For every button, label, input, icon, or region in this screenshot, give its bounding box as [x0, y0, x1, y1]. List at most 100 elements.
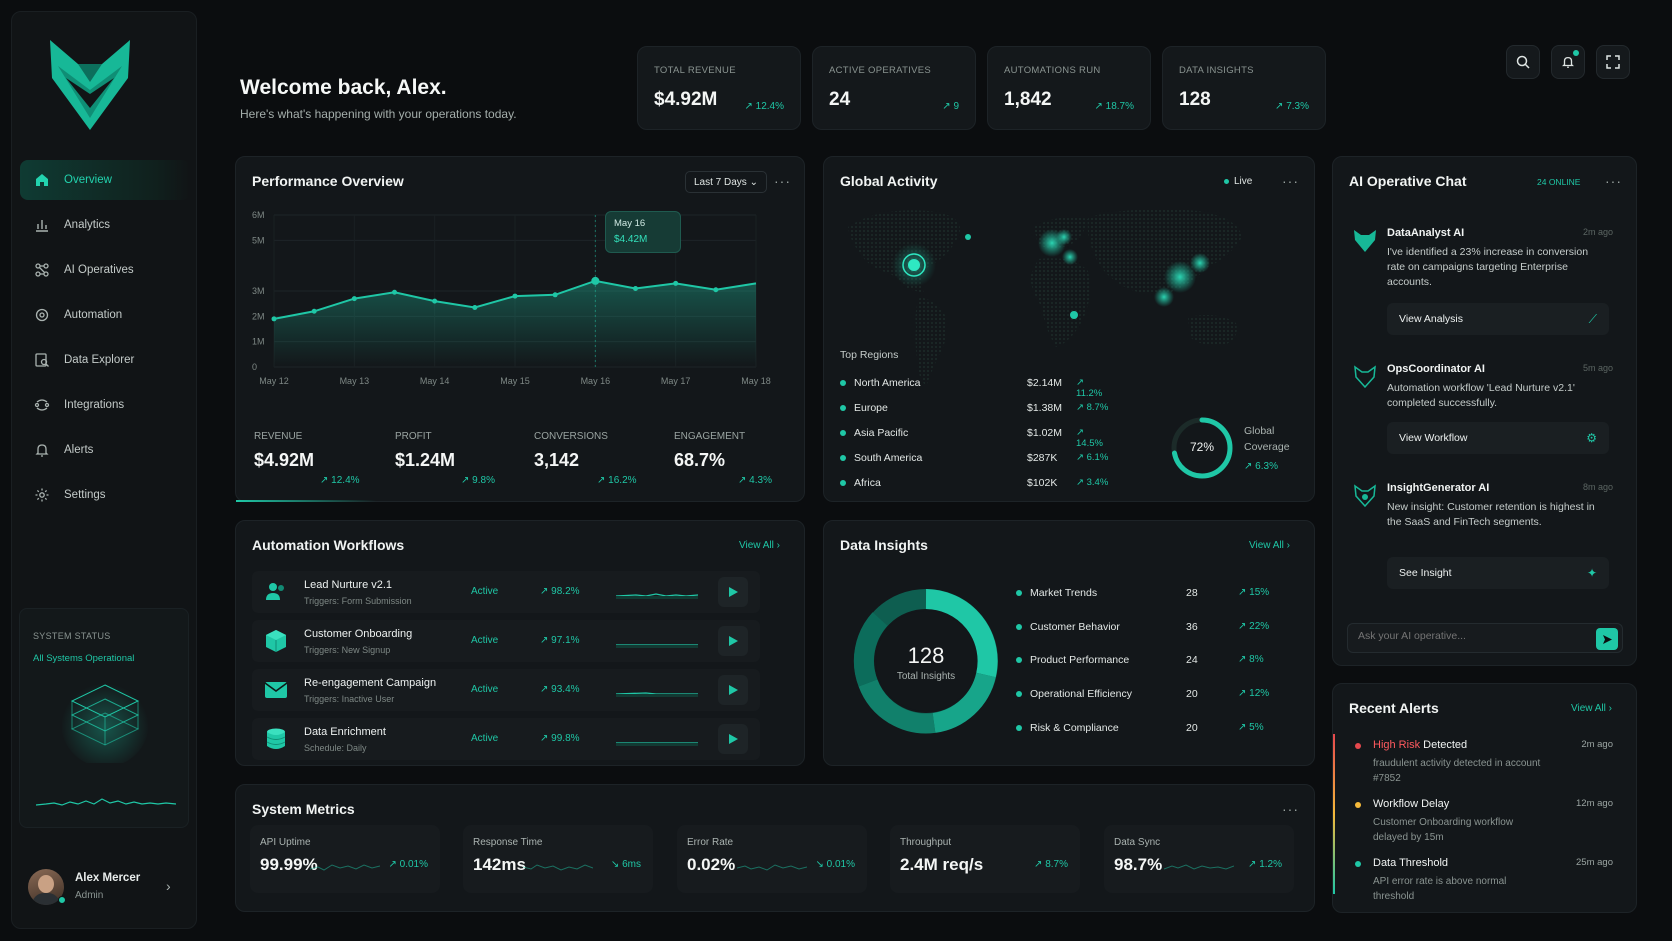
workflow-row[interactable]: Lead Nurture v2.1 Triggers: Form Submissi…: [252, 571, 760, 613]
region-row: Africa $102K ↗ 3.4%: [840, 477, 1110, 493]
fox-logo-icon[interactable]: [48, 38, 132, 132]
insight-row[interactable]: Market Trends 28 ↗ 15%: [1016, 587, 1274, 603]
workflow-sparkline: [616, 593, 698, 599]
trend-chart-icon: ⟋: [1588, 312, 1597, 326]
cube-icon: [266, 630, 286, 652]
search-button[interactable]: [1506, 45, 1540, 79]
insights-donut-chart: [853, 589, 998, 734]
status-label: Active: [471, 635, 499, 646]
data-point: [673, 280, 679, 286]
insight-row[interactable]: Risk & Compliance 20 ↗ 5%: [1016, 722, 1274, 738]
y-tick-label: 3M: [252, 286, 265, 296]
see-insight-button[interactable]: See Insight ✦: [1387, 557, 1609, 589]
stat-total-revenue: TOTAL REVENUE $4.92M ↗ 12.4%: [637, 46, 801, 130]
send-icon: [1602, 634, 1612, 644]
sidebar-item-integrations[interactable]: Integrations: [20, 385, 190, 425]
more-options-icon[interactable]: ···: [1605, 173, 1622, 189]
view-analysis-button[interactable]: View Analysis ⟋: [1387, 303, 1609, 335]
alert-timeline: [1333, 734, 1335, 894]
ops-avatar-icon: [1354, 365, 1376, 389]
sidebar-item-label: AI Operatives: [64, 264, 134, 276]
send-button[interactable]: [1596, 628, 1618, 650]
users-icon: [266, 583, 284, 600]
system-status-value: All Systems Operational: [33, 653, 135, 664]
x-tick-label: May 14: [420, 376, 450, 386]
region-row: North America $2.14M ↗ 11.2%: [840, 377, 1110, 399]
panel-underline: [236, 500, 376, 502]
metric-sparkline: [310, 864, 380, 871]
data-point: [351, 296, 357, 302]
bell-icon: [35, 444, 49, 457]
data-insights-panel: Data Insights View All › 128 Total Insig…: [823, 520, 1315, 766]
sidebar-item-overview[interactable]: Overview: [20, 160, 190, 200]
bell-icon: [1562, 56, 1574, 68]
view-workflow-button[interactable]: View Workflow ⚙: [1387, 422, 1609, 454]
online-count: 24 ONLINE: [1537, 177, 1581, 187]
chat-input-container: [1347, 623, 1623, 653]
sidebar-item-settings[interactable]: Settings: [20, 475, 190, 515]
more-options-icon[interactable]: ···: [1282, 801, 1299, 817]
tooltip-value: $4.42M: [614, 234, 648, 245]
performance-overview-panel: Performance Overview Last 7 Days ⌄ ··· 0…: [235, 156, 805, 502]
more-options-icon[interactable]: ···: [774, 173, 791, 189]
home-icon: [36, 174, 48, 186]
insight-row[interactable]: Operational Efficiency 20 ↗ 12%: [1016, 688, 1274, 704]
alert-item[interactable]: Data Threshold 25m ago API error rate is…: [1349, 857, 1613, 907]
y-tick-label: 2M: [252, 311, 265, 321]
view-all-link[interactable]: View All ›: [1249, 540, 1290, 551]
run-workflow-button[interactable]: [718, 626, 748, 656]
y-tick-label: 5M: [252, 235, 265, 245]
sidebar-item-analytics[interactable]: Analytics: [20, 205, 190, 245]
view-all-link[interactable]: View All ›: [739, 540, 780, 551]
workflow-row[interactable]: Customer Onboarding Triggers: New Signup …: [252, 620, 760, 662]
sidebar-item-automation[interactable]: Automation: [20, 295, 190, 335]
success-rate: ↗ 98.2%: [540, 586, 580, 597]
date-range-dropdown[interactable]: Last 7 Days ⌄: [685, 171, 767, 193]
x-tick-label: May 17: [661, 376, 691, 386]
user-name: Alex Mercer: [75, 872, 141, 884]
integrations-icon: [34, 399, 50, 411]
notifications-button[interactable]: [1551, 45, 1585, 79]
data-point: [311, 308, 317, 314]
status-label: Active: [471, 733, 499, 744]
more-options-icon[interactable]: ···: [1282, 173, 1299, 189]
chat-input[interactable]: [1358, 630, 1578, 642]
insight-row[interactable]: Customer Behavior 36 ↗ 22%: [1016, 621, 1274, 637]
x-tick-label: May 12: [259, 376, 289, 386]
metric-throughput: Throughput 2.4M req/s ↗ 8.7%: [890, 825, 1080, 893]
run-workflow-button[interactable]: [718, 675, 748, 705]
system-metrics-panel: System Metrics ··· API Uptime 99.99% ↗ 0.…: [235, 784, 1315, 912]
tooltip-date: May 16: [614, 218, 646, 229]
run-workflow-button[interactable]: [718, 577, 748, 607]
alert-item[interactable]: High Risk Detected 2m ago fraudulent act…: [1349, 739, 1613, 789]
sidebar-item-ai-operatives[interactable]: AI Operatives: [20, 250, 190, 290]
performance-line-chart: 0 1M 2M 3M 5M 6M May 12 May 13 May 14 May 15 May 1…: [252, 210, 771, 386]
workflow-row[interactable]: Data Enrichment Schedule: Daily Active ↗ …: [252, 718, 760, 760]
alert-severity-dot: [1355, 802, 1361, 808]
workflow-row[interactable]: Re-engagement Campaign Triggers: Inactive…: [252, 669, 760, 711]
page-subtitle: Here's what's happening with your operat…: [240, 107, 517, 121]
sidebar-item-alerts[interactable]: Alerts: [20, 430, 190, 470]
stat-active-operatives: ACTIVE OPERATIVES 24 ↗ 9: [812, 46, 976, 130]
alert-item[interactable]: Workflow Delay 12m ago Customer Onboardi…: [1349, 798, 1613, 848]
run-workflow-button[interactable]: [718, 724, 748, 754]
fullscreen-button[interactable]: [1596, 45, 1630, 79]
user-role: Admin: [75, 890, 104, 901]
insights-total: 128: [907, 643, 945, 668]
region-row: South America $287K ↗ 6.1%: [840, 452, 1110, 468]
panel-title: Automation Workflows: [252, 537, 405, 553]
sidebar-item-data-explorer[interactable]: Data Explorer: [20, 340, 190, 380]
alert-severity-dot: [1355, 861, 1361, 867]
fox-avatar-icon: [1354, 230, 1376, 252]
view-all-link[interactable]: View All ›: [1571, 703, 1612, 714]
ai-chat-panel: AI Operative Chat 24 ONLINE ··· DataAnal…: [1332, 156, 1637, 666]
data-point: [512, 293, 518, 299]
chevron-right-icon[interactable]: ›: [166, 878, 171, 894]
insight-row[interactable]: Product Performance 24 ↗ 8%: [1016, 654, 1274, 670]
coverage-ring: [1171, 417, 1233, 479]
panel-title: AI Operative Chat: [1349, 173, 1467, 189]
sidebar-item-label: Integrations: [64, 399, 125, 411]
coverage-label: Global Coverage: [1244, 425, 1290, 453]
panel-title: Global Activity: [840, 173, 938, 189]
insights-total-label: Total Insights: [896, 671, 956, 682]
